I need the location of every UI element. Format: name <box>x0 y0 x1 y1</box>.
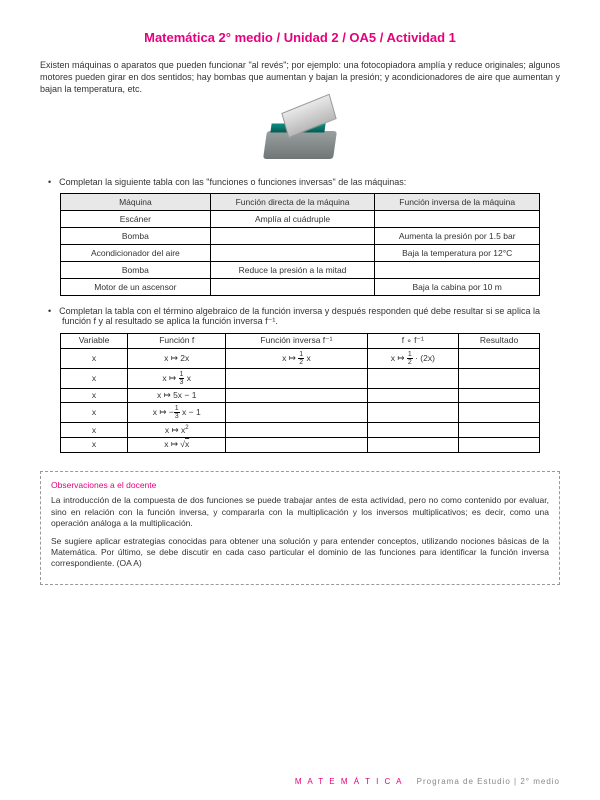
t2-header: Función f <box>128 334 226 348</box>
t2-header: Variable <box>61 334 128 348</box>
t2-cell: x <box>61 388 128 402</box>
intro-text: Existen máquinas o aparatos que pueden f… <box>40 59 560 95</box>
t1-header: Función inversa de la máquina <box>375 194 540 211</box>
t2-cell <box>226 423 367 438</box>
scanner-image <box>40 103 560 165</box>
t1-cell: Baja la temperatura por 12°C <box>375 245 540 262</box>
footer-brand: M A T E M Á T I C A <box>295 777 404 786</box>
t1-cell: Baja la cabina por 10 m <box>375 279 540 296</box>
machines-table: MáquinaFunción directa de la máquinaFunc… <box>60 193 540 296</box>
t1-cell <box>375 211 540 228</box>
observations-p1: La introducción de la compuesta de dos f… <box>51 495 549 529</box>
t2-cell: x ↦ 2x <box>128 348 226 368</box>
t1-cell <box>210 228 375 245</box>
t2-cell: x ↦ 12 x <box>226 348 367 368</box>
t1-header: Función directa de la máquina <box>210 194 375 211</box>
bullet-1: Completan la siguiente tabla con las "fu… <box>62 177 560 187</box>
t1-cell: Aumenta la presión por 1.5 bar <box>375 228 540 245</box>
t1-cell <box>210 245 375 262</box>
t2-cell <box>226 403 367 423</box>
observations-title: Observaciones a el docente <box>51 480 549 491</box>
t2-cell <box>367 438 459 452</box>
t2-header: Función inversa f⁻¹ <box>226 334 367 348</box>
t2-cell <box>226 438 367 452</box>
t2-cell <box>459 368 540 388</box>
t2-cell: x ↦ −13 x − 1 <box>128 403 226 423</box>
t2-cell: x <box>61 423 128 438</box>
page-footer: M A T E M Á T I C A Programa de Estudio … <box>295 777 560 786</box>
t2-cell <box>367 423 459 438</box>
t1-cell <box>375 262 540 279</box>
t2-header: f ∘ f⁻¹ <box>367 334 459 348</box>
t2-cell <box>459 423 540 438</box>
t2-cell <box>459 348 540 368</box>
t2-cell: x <box>61 438 128 452</box>
t2-cell <box>459 388 540 402</box>
observations-p2: Se sugiere aplicar estrategias conocidas… <box>51 536 549 570</box>
t2-cell <box>459 438 540 452</box>
t2-header: Resultado <box>459 334 540 348</box>
t2-cell <box>459 403 540 423</box>
t1-cell: Bomba <box>61 228 211 245</box>
t2-cell: x <box>61 403 128 423</box>
t2-cell <box>226 388 367 402</box>
t2-cell: x ↦ 12 · (2x) <box>367 348 459 368</box>
t2-cell <box>367 403 459 423</box>
t2-cell: x ↦ 13 x <box>128 368 226 388</box>
t1-cell <box>210 279 375 296</box>
t2-cell: x ↦ 5x − 1 <box>128 388 226 402</box>
t1-header: Máquina <box>61 194 211 211</box>
t2-cell: x ↦ √x <box>128 438 226 452</box>
t1-cell: Motor de un ascensor <box>61 279 211 296</box>
t1-cell: Reduce la presión a la mitad <box>210 262 375 279</box>
t2-cell <box>367 388 459 402</box>
t2-cell <box>367 368 459 388</box>
page-title: Matemática 2° medio / Unidad 2 / OA5 / A… <box>40 30 560 45</box>
t1-cell: Escáner <box>61 211 211 228</box>
t1-cell: Amplía al cuádruple <box>210 211 375 228</box>
t1-cell: Bomba <box>61 262 211 279</box>
t2-cell: x <box>61 348 128 368</box>
bullet-2: Completan la tabla con el término algebr… <box>62 306 560 327</box>
t2-cell: x <box>61 368 128 388</box>
footer-text: Programa de Estudio | 2° medio <box>417 777 560 786</box>
observations-box: Observaciones a el docente La introducci… <box>40 471 560 585</box>
t1-cell: Acondicionador del aire <box>61 245 211 262</box>
functions-table: VariableFunción fFunción inversa f⁻¹f ∘ … <box>60 333 540 452</box>
t2-cell <box>226 368 367 388</box>
t2-cell: x ↦ x2 <box>128 423 226 438</box>
